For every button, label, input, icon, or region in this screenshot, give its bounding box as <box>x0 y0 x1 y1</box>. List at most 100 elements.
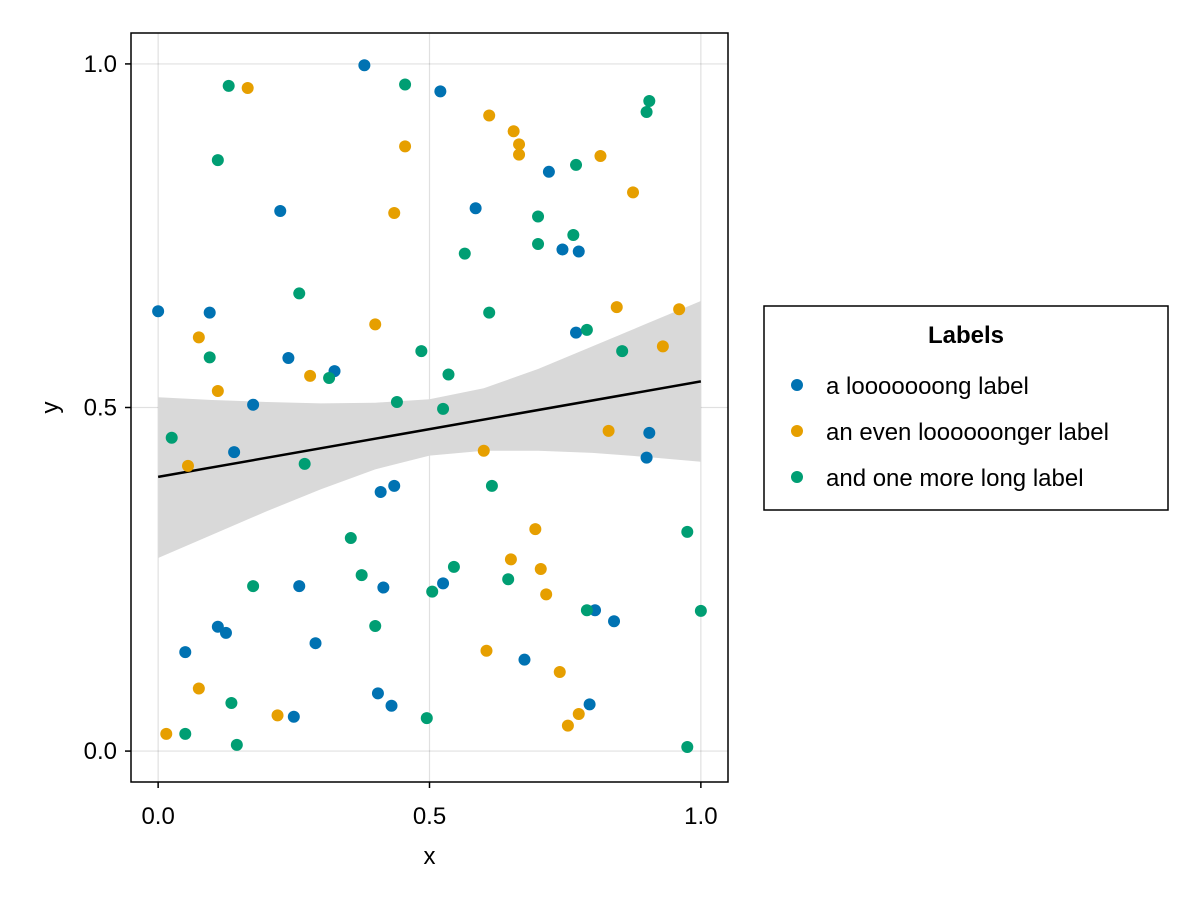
point-series-2-4 <box>399 140 412 153</box>
legend-marker-2 <box>791 425 803 437</box>
point-series-3-22 <box>298 457 311 470</box>
point-series-1-32 <box>583 698 596 711</box>
point-series-3-18 <box>442 368 455 381</box>
point-series-1-14 <box>228 446 241 459</box>
x-tick-label-1: 0.5 <box>413 803 446 830</box>
y-axis-label: y <box>37 402 64 414</box>
y-tick-label-2: 1.0 <box>84 51 117 78</box>
point-series-1-26 <box>371 687 384 700</box>
point-series-3-17 <box>323 371 336 384</box>
point-series-2-10 <box>507 125 520 138</box>
point-series-2-11 <box>513 138 526 151</box>
point-series-2-18 <box>602 424 615 437</box>
point-series-1-22 <box>211 620 224 633</box>
legend-marker-3 <box>791 471 803 483</box>
axis-ticks: 0.0 0.5 1.0 0.0 0.5 1.0 <box>84 51 718 830</box>
point-series-3-21 <box>165 431 178 444</box>
point-series-3-12 <box>483 306 496 319</box>
legend-title: Labels <box>928 322 1004 349</box>
point-series-1-15 <box>374 486 387 499</box>
point-series-3-29 <box>502 573 515 586</box>
point-series-2-21 <box>504 553 517 566</box>
legend-marker-1 <box>791 379 803 391</box>
point-series-3-3 <box>211 154 224 167</box>
point-series-3-6 <box>570 158 583 171</box>
point-series-1-8 <box>556 243 569 256</box>
point-series-1-4 <box>358 59 371 72</box>
point-series-1-28 <box>287 710 300 723</box>
point-series-3-28 <box>447 560 460 573</box>
x-tick-label-2: 1.0 <box>684 803 717 830</box>
point-series-2-9 <box>483 109 496 122</box>
point-series-1-16 <box>388 479 401 492</box>
point-series-2-3 <box>211 385 224 398</box>
point-series-2-17 <box>656 340 669 353</box>
point-series-3-38 <box>681 740 694 753</box>
point-series-3-20 <box>437 402 450 415</box>
point-series-1-27 <box>385 699 398 712</box>
legend: Labels a looooooong label an even loooooo… <box>763 305 1169 511</box>
point-series-1-18 <box>640 451 653 464</box>
point-series-3-10 <box>458 247 471 260</box>
point-series-3-13 <box>580 323 593 336</box>
point-series-1-10 <box>570 326 583 339</box>
point-series-3-23 <box>485 479 498 492</box>
legend-label-3: and one more long label <box>826 465 1084 492</box>
x-tick-label-0: 0.0 <box>141 803 174 830</box>
regression-line-group <box>157 380 702 479</box>
point-series-2-1 <box>241 81 254 94</box>
legend-label-2: an even loooooonger label <box>826 419 1109 446</box>
point-series-2-16 <box>673 303 686 316</box>
point-series-3-9 <box>567 229 580 242</box>
point-series-2-24 <box>480 644 493 657</box>
point-series-3-37 <box>230 738 243 751</box>
point-series-1-13 <box>247 398 260 411</box>
point-series-2-13 <box>594 150 607 163</box>
point-series-2-6 <box>369 318 382 331</box>
point-series-3-1 <box>222 79 235 92</box>
point-series-1-20 <box>377 581 390 594</box>
legend-label-1: a looooooong label <box>826 373 1029 400</box>
point-series-3-26 <box>355 569 368 582</box>
point-series-1-2 <box>203 306 216 319</box>
point-series-2-25 <box>553 666 566 679</box>
point-series-1-1 <box>152 305 165 318</box>
point-series-3-35 <box>179 727 192 740</box>
point-series-3-34 <box>225 696 238 709</box>
data-points <box>152 59 707 753</box>
legend-box <box>763 305 1169 511</box>
point-series-2-5 <box>388 207 401 220</box>
point-series-1-6 <box>469 202 482 215</box>
point-series-3-33 <box>694 604 707 617</box>
point-series-1-17 <box>643 426 656 439</box>
point-series-2-29 <box>572 707 585 720</box>
point-series-2-20 <box>529 523 542 536</box>
point-series-1-3 <box>274 204 287 217</box>
point-series-2-19 <box>477 444 490 457</box>
point-series-2-23 <box>540 588 553 601</box>
point-series-3-15 <box>203 351 216 364</box>
point-series-3-7 <box>532 210 545 223</box>
point-series-2-2 <box>192 331 205 344</box>
point-series-1-25 <box>309 637 322 650</box>
regression-line <box>157 380 702 479</box>
point-series-3-8 <box>532 237 545 250</box>
point-series-2-14 <box>627 186 640 199</box>
point-series-1-23 <box>219 626 232 639</box>
point-series-2-27 <box>271 709 284 722</box>
point-series-3-27 <box>247 580 260 593</box>
y-tick-label-1: 0.5 <box>84 395 117 422</box>
point-series-2-22 <box>534 562 547 575</box>
point-series-2-26 <box>192 682 205 695</box>
legend-entries: a looooooong label an even loooooonger la… <box>791 373 1109 492</box>
point-series-3-4 <box>643 95 656 108</box>
point-series-3-30 <box>426 585 439 598</box>
point-series-1-24 <box>179 646 192 659</box>
point-series-2-30 <box>561 719 574 732</box>
point-series-3-19 <box>390 396 403 409</box>
x-axis-label: x <box>424 843 436 870</box>
point-series-1-21 <box>437 577 450 590</box>
point-series-1-29 <box>518 653 531 666</box>
